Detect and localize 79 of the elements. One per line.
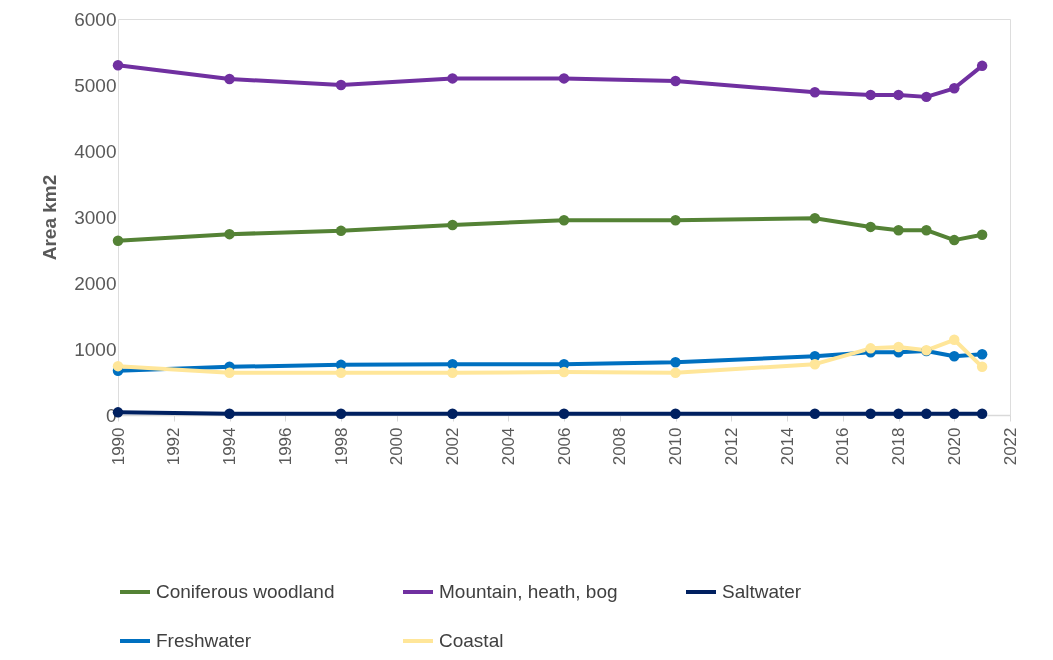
legend-label: Coastal: [439, 630, 504, 651]
point: [809, 408, 821, 419]
point: [893, 408, 904, 419]
point: [447, 367, 458, 378]
x-tick-label: 1990: [108, 427, 128, 466]
point: [976, 229, 988, 241]
x-tick-label: 2006: [554, 427, 574, 466]
point: [976, 361, 988, 373]
point: [112, 360, 124, 372]
y-tick-label: 4000: [74, 140, 117, 162]
point: [921, 91, 932, 103]
point: [224, 408, 235, 419]
x-tick-label: 2020: [944, 427, 964, 466]
point: [809, 87, 821, 98]
legend-label: Mountain, heath, bog: [439, 581, 618, 602]
point: [558, 215, 570, 226]
point: [447, 219, 458, 231]
x-tick-label: 2018: [889, 427, 908, 466]
x-tick-label: 2002: [443, 427, 462, 466]
point: [670, 75, 681, 87]
x-tick-label: 2010: [666, 427, 685, 466]
x-tick-label: 1998: [331, 427, 351, 466]
point: [335, 225, 347, 237]
point: [865, 89, 876, 101]
legend-label: Freshwater: [156, 630, 252, 651]
x-tick-label: 1994: [220, 427, 239, 466]
point: [335, 408, 347, 419]
y-tick-label: 2000: [74, 272, 117, 294]
x-tick-label: 2014: [777, 427, 797, 466]
point: [670, 356, 681, 368]
point: [809, 213, 821, 224]
point: [224, 73, 235, 85]
point: [893, 89, 904, 101]
point: [949, 234, 960, 246]
x-tick-label: 2008: [610, 427, 630, 466]
point: [949, 351, 960, 362]
point: [949, 334, 960, 345]
x-tick-label: 2000: [387, 427, 407, 466]
point: [893, 341, 904, 353]
point: [670, 367, 681, 378]
x-tick-label: 2004: [498, 427, 518, 466]
y-tick-label: 6000: [74, 8, 117, 30]
y-axis-title: Area km2: [39, 174, 61, 261]
point: [670, 408, 681, 419]
y-tick-label: 1000: [74, 338, 117, 360]
y-tick-label: 5000: [74, 74, 117, 96]
x-tick-label: 2012: [721, 427, 741, 466]
y-tick-label: 3000: [74, 206, 117, 228]
point: [893, 224, 904, 236]
point: [809, 358, 821, 370]
point: [335, 367, 347, 378]
point: [558, 73, 570, 84]
point: [224, 228, 235, 240]
legend-label: Coniferous woodland: [156, 581, 335, 602]
point: [112, 235, 124, 246]
point: [558, 366, 570, 378]
point: [949, 408, 960, 419]
x-tick-label: 2022: [1000, 427, 1020, 466]
point: [335, 79, 347, 91]
x-tick-label: 2016: [833, 427, 853, 466]
x-tick-label: 1996: [275, 427, 295, 466]
point: [949, 83, 960, 94]
point: [865, 221, 876, 233]
point: [447, 358, 458, 370]
point: [976, 408, 988, 419]
point: [447, 408, 458, 419]
x-tick-label: 1992: [164, 427, 184, 466]
legend-label: Saltwater: [722, 581, 802, 602]
point: [558, 408, 570, 419]
point: [865, 343, 876, 354]
point: [447, 73, 458, 84]
point: [112, 59, 124, 71]
point: [865, 408, 876, 419]
point: [921, 408, 932, 419]
point: [670, 215, 681, 226]
point: [976, 60, 988, 72]
point: [976, 349, 988, 360]
point: [921, 224, 932, 236]
point: [224, 367, 235, 378]
